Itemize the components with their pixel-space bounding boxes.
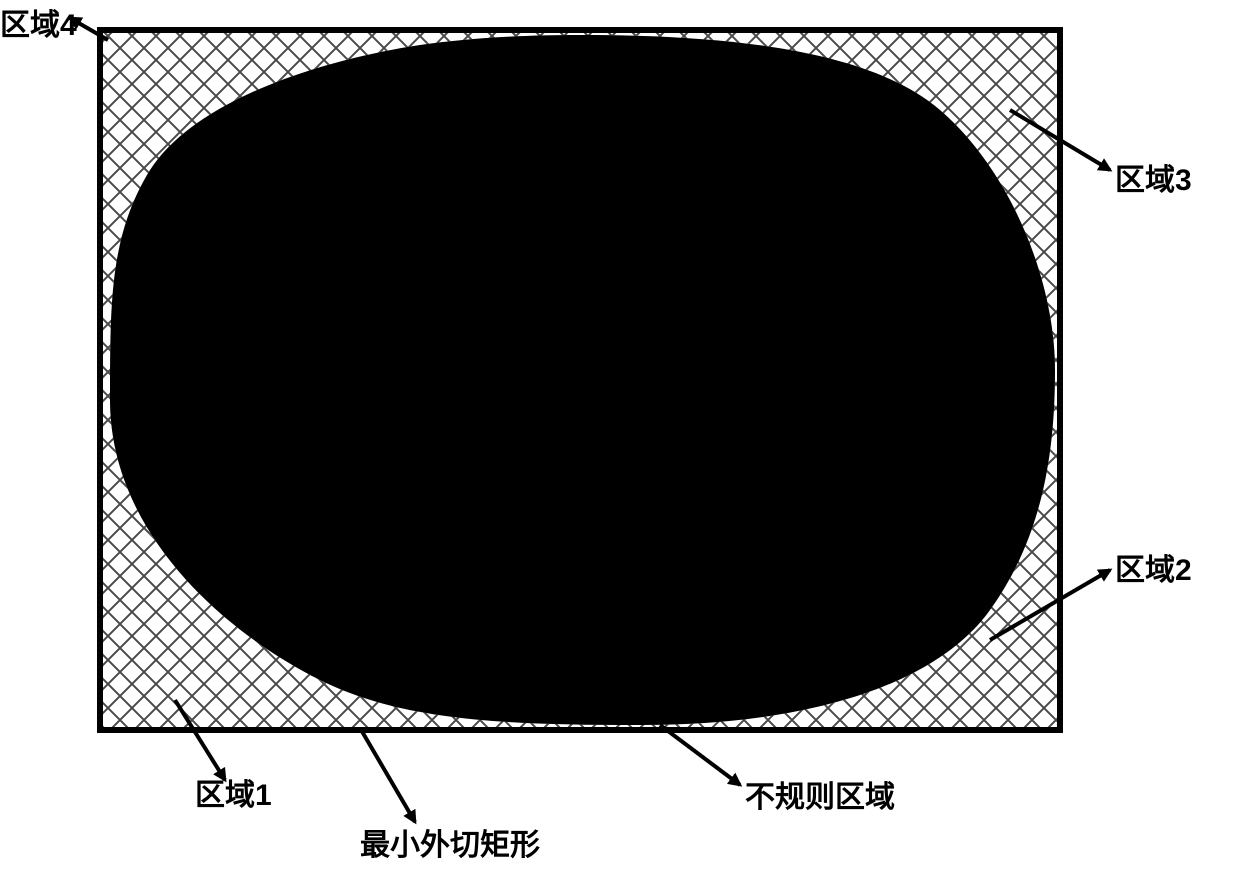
label-irregular-region: 不规则区域 xyxy=(745,772,895,816)
label-region-4: 区域4 xyxy=(0,0,77,44)
diagram-svg xyxy=(0,0,1239,865)
irregular-region-shape xyxy=(110,35,1055,725)
callout-arrow xyxy=(360,728,415,822)
callout-arrow xyxy=(660,725,740,785)
label-min-bounding-rect: 最小外切矩形 xyxy=(360,820,540,864)
diagram-container: 区域4 区域3 区域2 区域1 不规则区域 最小外切矩形 xyxy=(0,0,1239,865)
label-region-3: 区域3 xyxy=(1115,155,1192,199)
label-region-1: 区域1 xyxy=(195,770,272,814)
label-region-2: 区域2 xyxy=(1115,545,1192,589)
